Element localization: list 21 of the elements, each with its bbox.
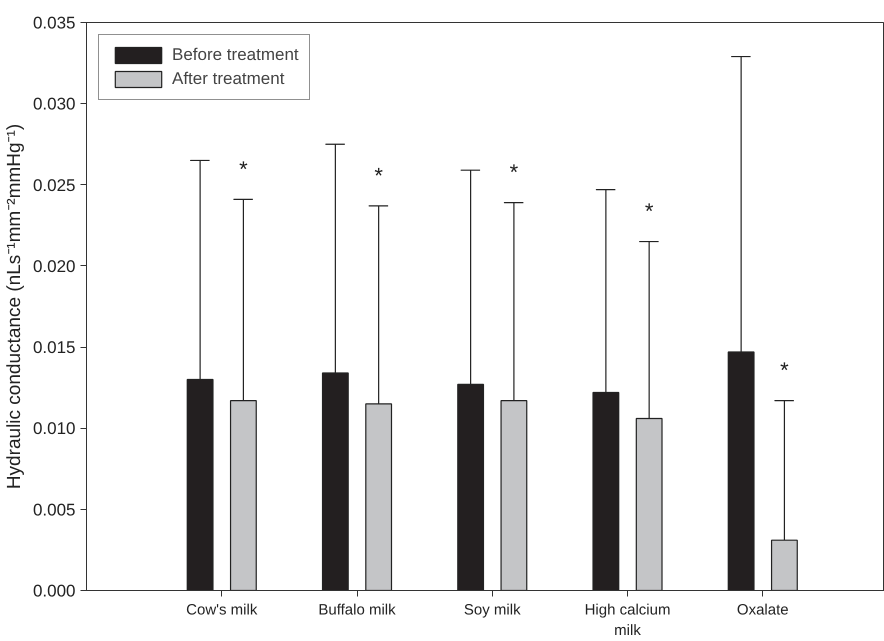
x-tick-label: Buffalo milk (318, 602, 396, 618)
annotation: * (239, 156, 248, 182)
y-tick-label: 0.010 (32, 419, 76, 438)
x-tick-label: Cow's milk (186, 602, 258, 618)
y-tick-label: 0.025 (32, 176, 76, 195)
y-tick-label: 0.035 (32, 14, 76, 32)
annotation: * (644, 198, 654, 224)
annotation: * (510, 160, 519, 185)
x-tick-label: Oxalate (736, 602, 789, 618)
legend-label: Before treatment (172, 45, 299, 65)
annotation: * (374, 162, 384, 188)
legend-label: After treatment (172, 69, 284, 89)
x-tick-label: Soy milk (464, 602, 522, 618)
annotation: * (780, 358, 790, 383)
y-tick-label: 0.020 (32, 256, 76, 276)
y-axis-title: Hydraulic conductance (nLs⁻¹mm⁻²mmHg⁻¹) (4, 124, 25, 490)
y-tick-label: 0.015 (32, 338, 76, 358)
y-tick-label: 0.000 (32, 582, 76, 600)
x-tick-label: High calcium milk (584, 602, 670, 639)
y-tick-label: 0.030 (32, 94, 76, 114)
y-tick-label: 0.005 (32, 500, 76, 520)
